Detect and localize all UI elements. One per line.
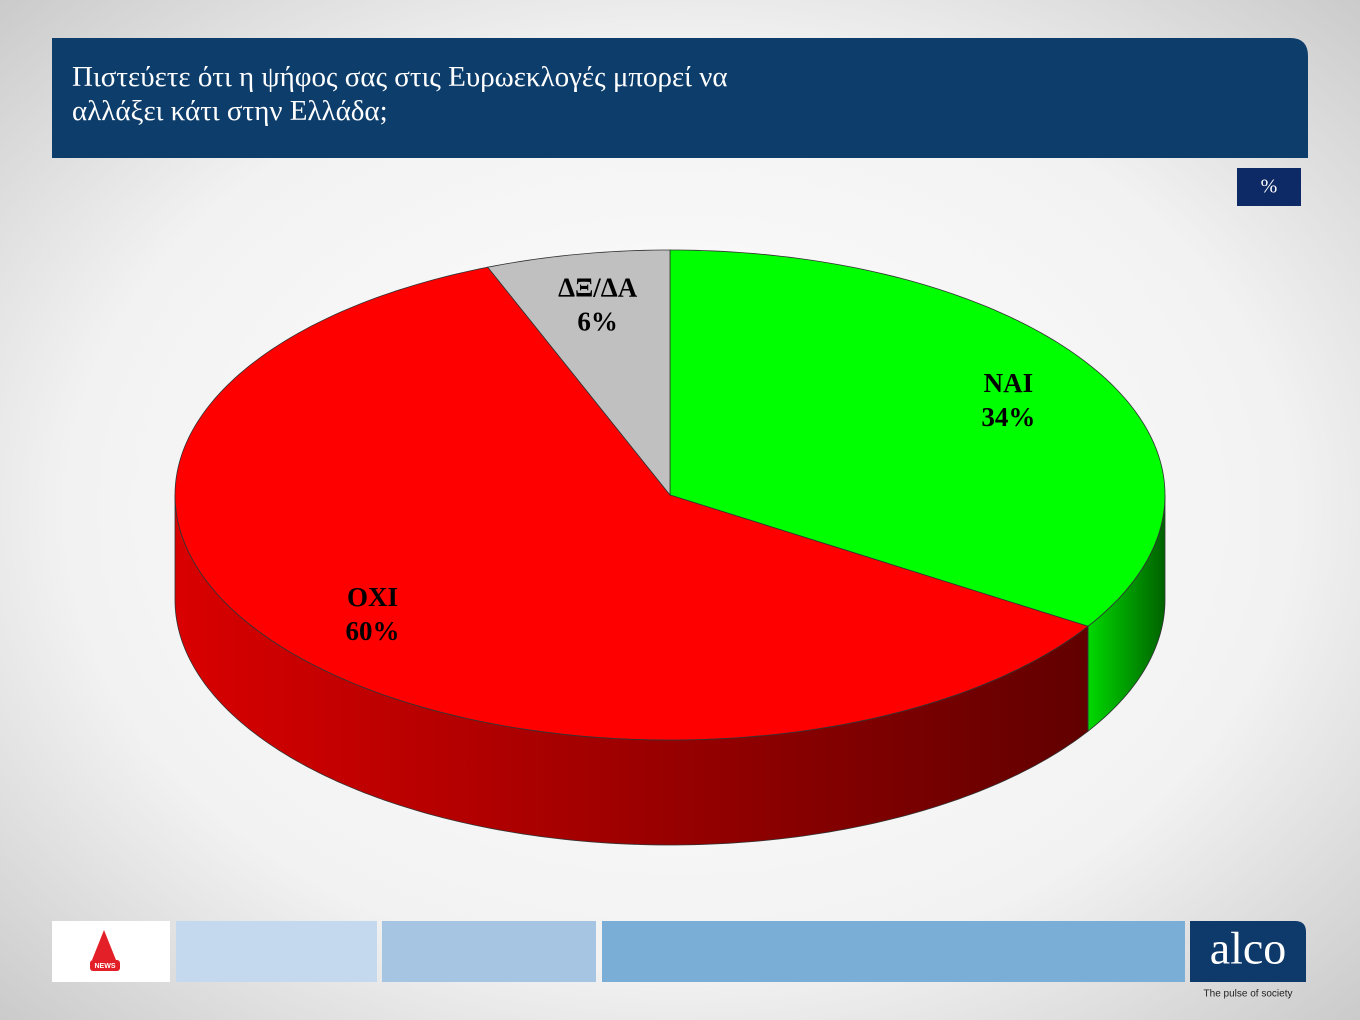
tagline: The pulse of society <box>1204 989 1293 1000</box>
slice <box>174 266 1089 741</box>
slice-label: ΟΧΙ <box>347 582 398 612</box>
footer-bar <box>602 921 1185 982</box>
title-banner <box>52 38 1308 158</box>
news-text: NEWS <box>95 963 116 970</box>
brand-box <box>1190 921 1306 982</box>
value-label: 60% <box>346 616 400 646</box>
chart-title: Πιστεύετε ότι η ψήφος σας στις Ευρωεκλογ… <box>72 61 728 127</box>
unit-box <box>1237 168 1301 206</box>
slice <box>487 249 671 497</box>
footer-bar <box>176 921 377 982</box>
footer-bar <box>382 921 596 982</box>
news-logo <box>92 930 116 960</box>
brand-logo: alco <box>1210 923 1287 974</box>
value-label: 6% <box>577 306 618 336</box>
value-label: 34% <box>981 402 1035 432</box>
unit-label: % <box>1261 176 1278 198</box>
slice-label: ΝΑΙ <box>984 368 1034 398</box>
slice <box>669 249 1166 627</box>
slice-label: ΔΞ/ΔΑ <box>558 272 638 302</box>
pie: ΝΑΙ 34% ΟΧΙ 60% ΔΞ/ΔΑ 6% <box>174 249 1166 846</box>
news-badge <box>90 960 120 971</box>
